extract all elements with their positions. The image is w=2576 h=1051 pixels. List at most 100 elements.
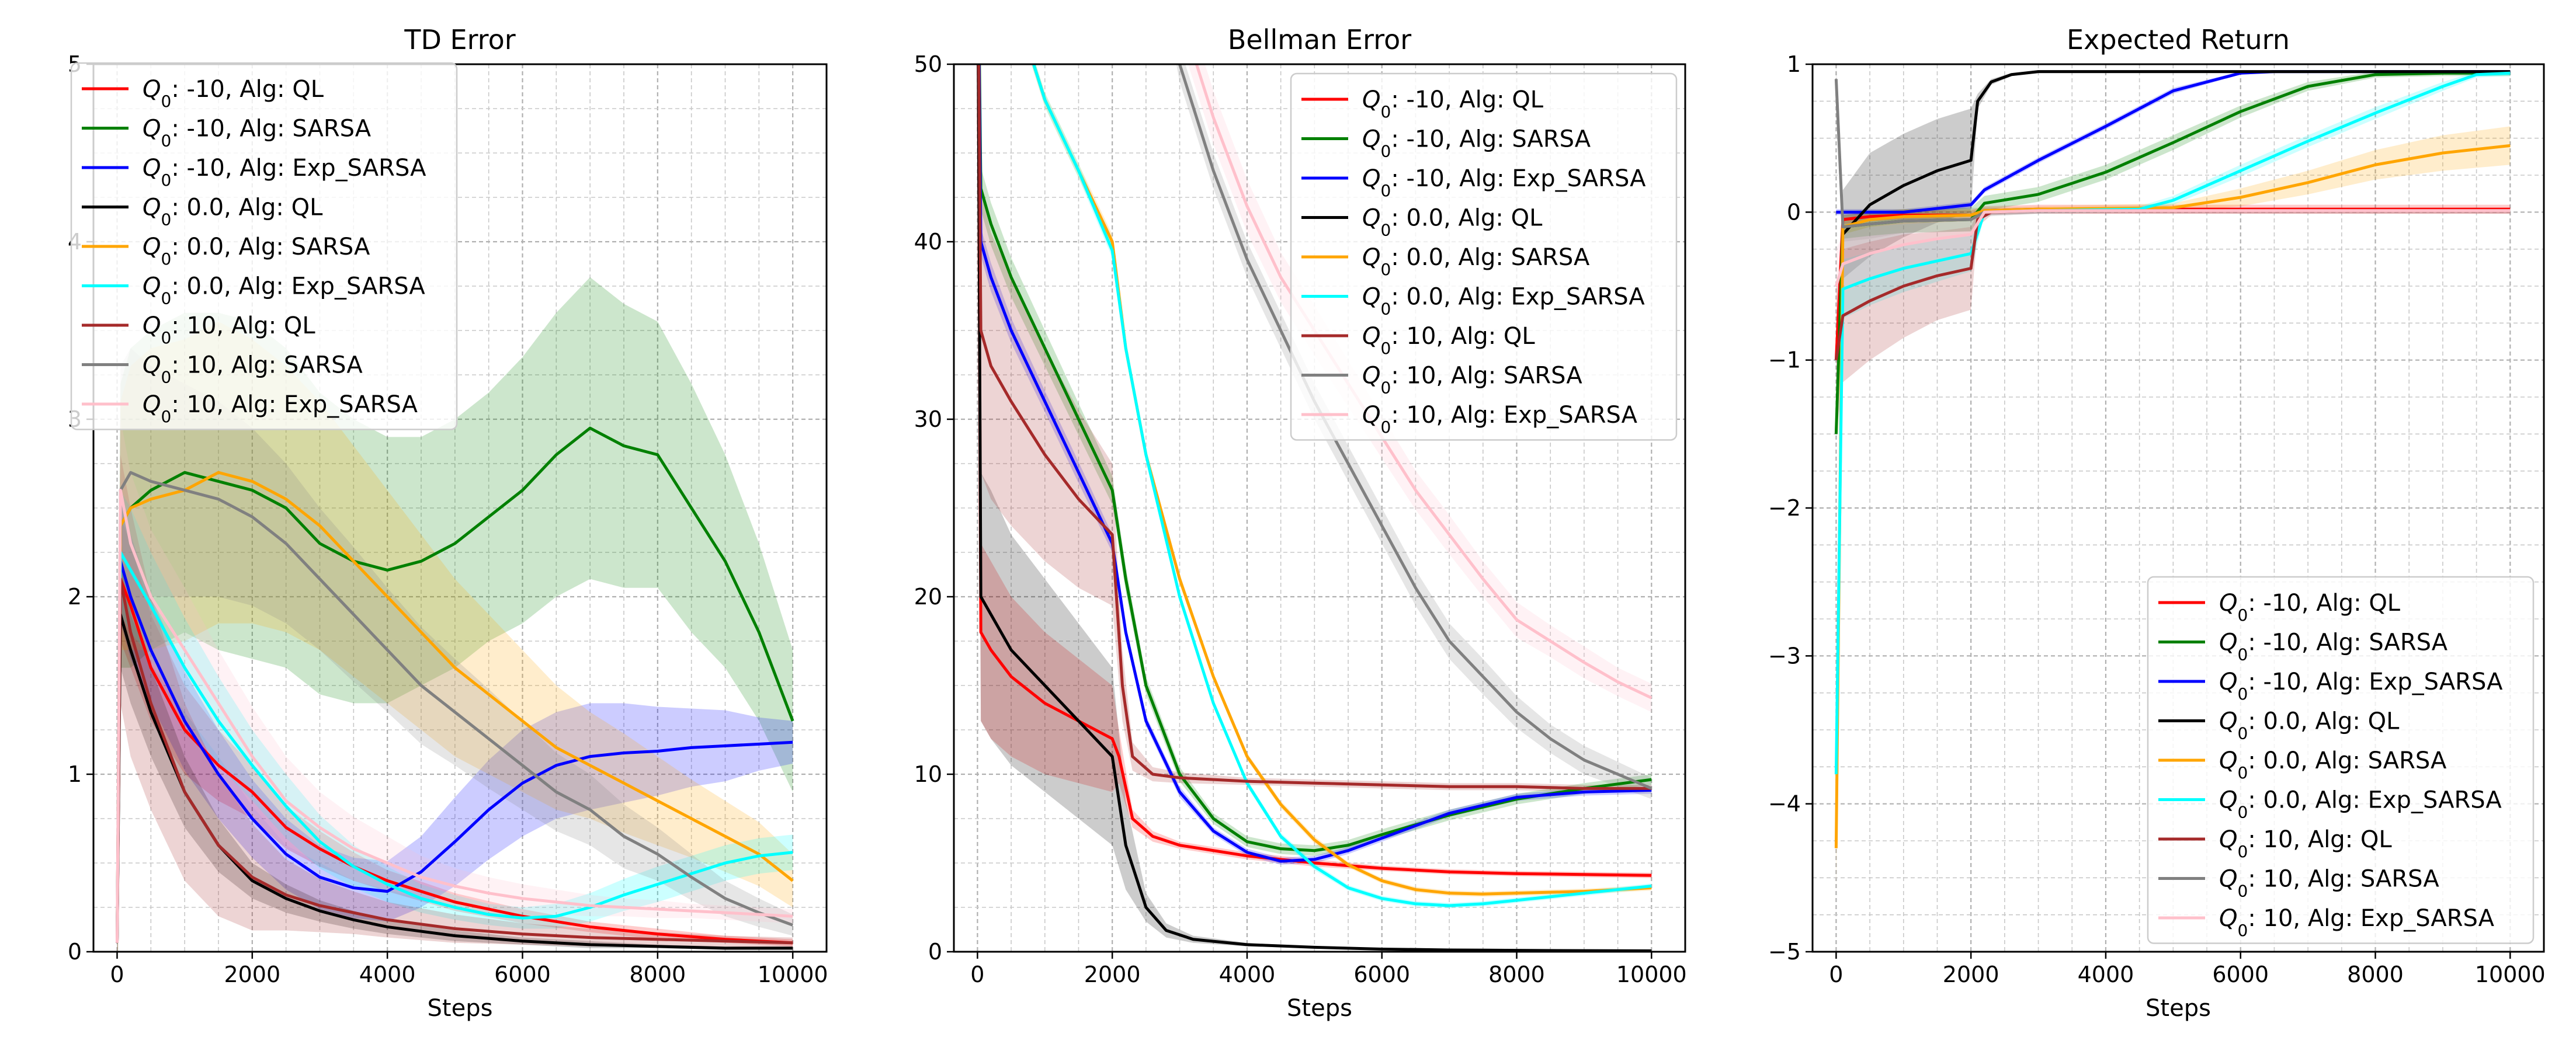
x-tick-label: 10000 — [758, 962, 828, 987]
legend-entry: Q0: -10, Alg: Exp_SARSA — [2219, 669, 2503, 704]
legend-entry: Q0: 0.0, Alg: Exp_SARSA — [143, 273, 425, 308]
x-tick-label: 0 — [970, 962, 984, 987]
series-band-3 — [117, 499, 793, 952]
series-line-9 — [1195, 64, 1652, 699]
legend-entry: Q0: 0.0, Alg: Exp_SARSA — [1362, 284, 1645, 319]
legend-entry: Q0: 10, Alg: SARSA — [2219, 866, 2439, 901]
x-axis-label: Steps — [2145, 995, 2211, 1022]
x-tick-label: 2000 — [1084, 962, 1141, 987]
x-tick-label: 8000 — [2347, 962, 2404, 987]
x-tick-label: 4000 — [1219, 962, 1276, 987]
y-tick-label: −4 — [1768, 791, 1801, 817]
legend: Q0: -10, Alg: QL Q0: -10, Alg: SARSA Q0: -… — [1290, 72, 1678, 441]
series-line-9 — [115, 489, 793, 943]
y-tick-label: −2 — [1768, 495, 1801, 521]
legend-entry: Q0: 10, Alg: QL — [2219, 826, 2392, 861]
legend-entry: Q0: 10, Alg: SARSA — [1362, 363, 1582, 398]
legend-entry: Q0: -10, Alg: SARSA — [143, 116, 372, 151]
x-tick-label: 4000 — [2078, 962, 2134, 987]
x-tick-label: 10000 — [1616, 962, 1687, 987]
x-tick-label: 2000 — [224, 962, 280, 987]
legend-entry: Q0: 10, Alg: Exp_SARSA — [2219, 905, 2495, 940]
y-tick-label: 0 — [928, 939, 942, 965]
y-tick-label: 2 — [68, 584, 82, 610]
series-line-1 — [977, 64, 1652, 877]
legend-entry: Q0: -10, Alg: QL — [143, 76, 324, 111]
series-line-7 — [977, 64, 1652, 790]
series-line-5 — [1834, 144, 2511, 848]
series-line-8 — [115, 471, 794, 943]
series-line-3 — [977, 64, 1652, 863]
series-line-7 — [115, 577, 793, 945]
series-line-4 — [1842, 70, 2511, 236]
y-tick-label: 20 — [914, 584, 942, 610]
y-tick-label: −3 — [1768, 643, 1801, 669]
legend-entry: Q0: 10, Alg: Exp_SARSA — [143, 391, 418, 426]
series-band-8 — [1836, 64, 2511, 242]
y-tick-label: 30 — [914, 406, 942, 432]
chart-title: TD Error — [404, 24, 515, 55]
legend-entry: Q0: 0.0, Alg: QL — [143, 194, 323, 229]
y-tick-label: −1 — [1768, 347, 1801, 373]
y-tick-label: 40 — [914, 229, 942, 255]
x-tick-label: 8000 — [629, 962, 686, 987]
legend-entry: Q0: 0.0, Alg: QL — [1362, 205, 1543, 240]
series-line-4 — [977, 64, 1652, 952]
y-tick-label: 0 — [68, 939, 82, 965]
chart-panel-1: 0200040006000800010000012345TD ErrorStep… — [68, 24, 828, 1022]
x-tick-label: 6000 — [2212, 962, 2269, 987]
legend-entry: Q0: 10, Alg: Exp_SARSA — [1362, 402, 1638, 437]
series-line-5 — [1032, 64, 1652, 896]
x-tick-label: 6000 — [494, 962, 551, 987]
y-tick-label: 50 — [914, 51, 942, 77]
legend-entry: Q0: -10, Alg: Exp_SARSA — [1362, 165, 1646, 200]
x-axis-label: Steps — [428, 995, 493, 1022]
series-line-6 — [115, 551, 793, 943]
legend-entry: Q0: 10, Alg: QL — [1362, 323, 1535, 358]
legend: Q0: -10, Alg: QL Q0: -10, Alg: SARSA Q0: -… — [70, 62, 458, 430]
series-band-5 — [117, 321, 793, 952]
legend-entry: Q0: 0.0, Alg: Exp_SARSA — [2219, 787, 2502, 822]
x-tick-label: 2000 — [1943, 962, 1999, 987]
series-line-2 — [115, 426, 794, 943]
plot-frame — [92, 63, 828, 953]
y-tick-label: 0 — [1787, 199, 1801, 225]
x-tick-label: 0 — [110, 962, 124, 987]
legend-entry: Q0: -10, Alg: QL — [1362, 86, 1544, 121]
legend-entry: Q0: -10, Alg: SARSA — [2219, 629, 2448, 664]
y-tick-label: −5 — [1768, 939, 1801, 965]
chart-panel-3: 0 2000 4000 6000 8000 10000 −5 −4 −3 −2 −1 0 1 Expect… — [1768, 24, 2546, 1022]
legend-entry: Q0: 0.0, Alg: QL — [2219, 708, 2400, 743]
series-band-6 — [117, 490, 793, 952]
series-line-5 — [115, 471, 794, 943]
legend-entry: Q0: -10, Alg: Exp_SARSA — [143, 155, 426, 190]
y-tick-label: 1 — [68, 761, 82, 787]
chart-title: Bellman Error — [1228, 24, 1411, 55]
x-axis-label: Steps — [1287, 995, 1352, 1022]
series-line-6 — [1032, 64, 1652, 907]
legend-entry: Q0: 10, Alg: SARSA — [143, 352, 363, 387]
legend-entry: Q0: 10, Alg: QL — [143, 312, 315, 347]
chart-panel-2: 0 2000 4000 6000 8000 10000 0 10 20 30 40 50 Bellman… — [914, 24, 1687, 1022]
legend-entry: Q0: 0.0, Alg: SARSA — [143, 234, 370, 269]
series-line-8 — [1178, 64, 1652, 790]
x-tick-label: 10000 — [2475, 962, 2546, 987]
legend-entry: Q0: -10, Alg: QL — [2219, 590, 2401, 625]
series-line-4 — [115, 612, 793, 950]
series-band-9 — [117, 419, 793, 952]
x-tick-label: 6000 — [1353, 962, 1410, 987]
legend-entry: Q0: -10, Alg: SARSA — [1362, 126, 1591, 161]
series-line-3 — [115, 559, 793, 943]
y-tick-label: 1 — [1787, 51, 1801, 77]
chart-title: Expected Return — [2067, 24, 2290, 55]
series-line-9 — [1834, 209, 2511, 287]
plot-frame — [953, 63, 1686, 953]
legend-entry: Q0: 0.0, Alg: SARSA — [1362, 244, 1590, 279]
series-band-2 — [1836, 70, 2511, 442]
series-band-1 — [117, 517, 793, 952]
y-tick-label: 10 — [914, 761, 942, 787]
x-tick-label: 4000 — [359, 962, 416, 987]
x-tick-label: 0 — [1829, 962, 1843, 987]
legend: Q0: -10, Alg: QL Q0: -10, Alg: SARSA Q0: -… — [2147, 576, 2535, 944]
